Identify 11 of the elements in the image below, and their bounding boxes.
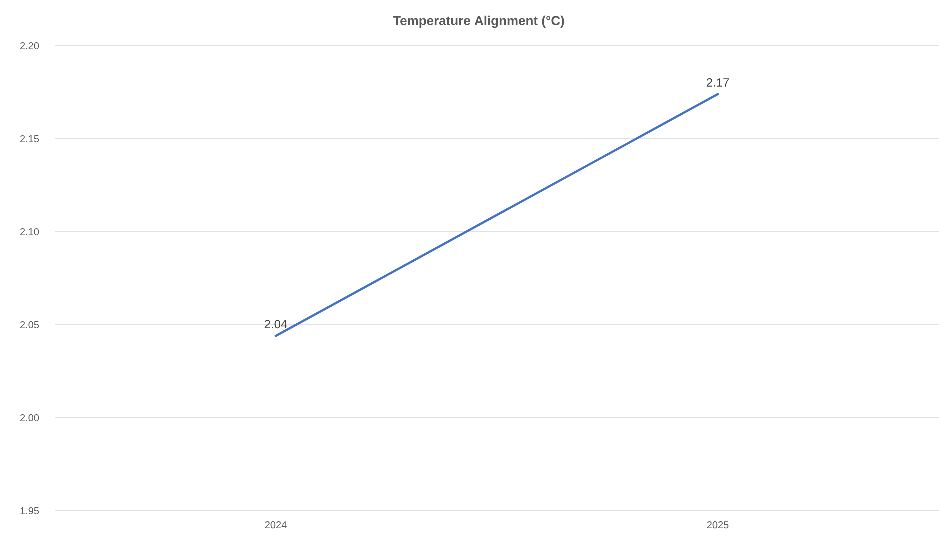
y-tick-label: 2.20 [20,42,40,50]
x-tick-label: 2024 [265,522,287,529]
y-tick-label: 2.00 [20,414,40,422]
y-tick-label: 2.05 [20,321,40,329]
y-tick-label: 1.95 [20,507,40,515]
data-label: 2.04 [264,320,288,329]
chart-title: Temperature Alignment (°C) [393,16,564,28]
data-label: 2.17 [706,78,730,87]
y-tick-label: 2.15 [20,135,40,143]
y-tick-label: 2.10 [20,228,40,236]
x-tick-label: 2025 [707,522,729,529]
